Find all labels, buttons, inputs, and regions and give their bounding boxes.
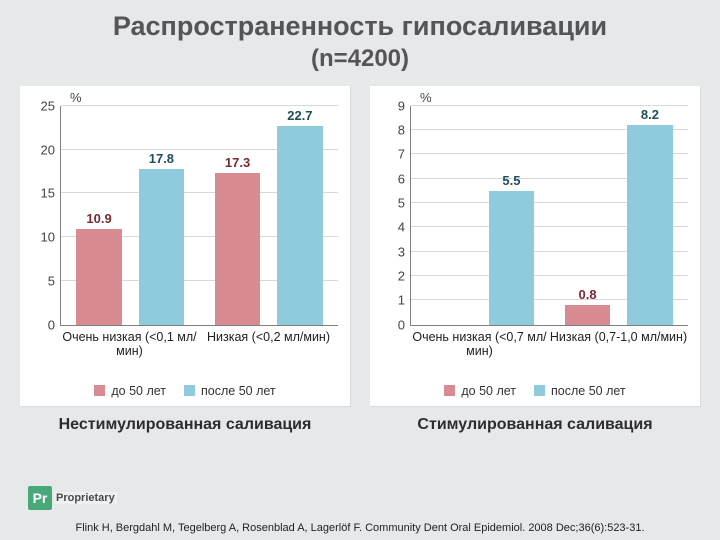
badge-text: Proprietary — [54, 492, 117, 504]
citation: Flink H, Bergdahl M, Tegelberg A, Rosenb… — [0, 522, 720, 534]
y-tick: 2 — [371, 269, 405, 284]
chart-captions: Нестимулированная саливация Стимулированн… — [0, 406, 720, 434]
plot-area: 01234567895.50.88.2 — [410, 106, 688, 326]
bar-value: 10.9 — [76, 211, 122, 226]
plot-area: 051015202510.917.817.322.7 — [60, 106, 338, 326]
bar-value: 0.8 — [565, 287, 611, 302]
legend-item: до 50 лет — [94, 384, 166, 398]
chart-panels: %051015202510.917.817.322.7Очень низкая … — [0, 86, 720, 406]
bar-value: 22.7 — [277, 108, 323, 123]
y-tick: 20 — [21, 142, 55, 157]
y-tick: 1 — [371, 293, 405, 308]
title-line2: (n=4200) — [0, 44, 720, 74]
bar-value: 8.2 — [627, 107, 673, 122]
bar-value: 17.3 — [215, 155, 261, 170]
category-labels: Очень низкая (<0,7 мл/мин)Низкая (0,7-1,… — [410, 330, 688, 364]
y-tick: 7 — [371, 147, 405, 162]
category-label: Очень низкая (<0,7 мл/мин) — [410, 330, 549, 364]
bar: 17.3 — [215, 173, 261, 325]
y-tick: 5 — [371, 196, 405, 211]
legend: до 50 лет после 50 лет — [370, 384, 700, 398]
category-label: Низкая (0,7-1,0 мл/мин) — [549, 330, 688, 364]
y-tick: 10 — [21, 230, 55, 245]
legend-item: после 50 лет — [184, 384, 276, 398]
y-tick: 25 — [21, 98, 55, 113]
bar-value: 17.8 — [139, 151, 185, 166]
badge-mark: Pr — [28, 486, 52, 510]
panel-caption: Нестимулированная саливация — [20, 416, 350, 434]
legend-swatch — [444, 385, 455, 396]
y-tick: 8 — [371, 123, 405, 138]
y-tick: 0 — [371, 317, 405, 332]
bar: 22.7 — [277, 126, 323, 325]
bar: 0.8 — [565, 305, 611, 324]
proprietary-badge: Pr Proprietary — [28, 486, 117, 510]
legend-swatch — [184, 385, 195, 396]
legend-item: до 50 лет — [444, 384, 516, 398]
gridline — [61, 105, 338, 106]
y-unit: % — [70, 90, 82, 105]
legend-swatch — [94, 385, 105, 396]
y-tick: 4 — [371, 220, 405, 235]
bar: 10.9 — [76, 229, 122, 324]
bar-value: 5.5 — [489, 173, 535, 188]
y-tick: 15 — [21, 186, 55, 201]
y-tick: 9 — [371, 98, 405, 113]
legend-item: после 50 лет — [534, 384, 626, 398]
slide-title: Распространенность гипосаливации (n=4200… — [0, 0, 720, 74]
legend-label: до 50 лет — [111, 384, 166, 398]
y-unit: % — [420, 90, 432, 105]
legend-swatch — [534, 385, 545, 396]
category-labels: Очень низкая (<0,1 мл/мин)Низкая (<0,2 м… — [60, 330, 338, 364]
legend-label: после 50 лет — [551, 384, 626, 398]
category-label: Низкая (<0,2 мл/мин) — [199, 330, 338, 364]
y-tick: 3 — [371, 244, 405, 259]
title-line1: Распространенность гипосаливации — [0, 10, 720, 44]
chart-panel-0: % 0 5 10 15 20 25 10.9 17.8 17.3 22.7 Очень низкая … — [20, 86, 350, 406]
bar: 17.8 — [139, 169, 185, 325]
category-label: Очень низкая (<0,1 мл/мин) — [60, 330, 199, 364]
bar: 8.2 — [627, 125, 673, 325]
panel-caption: Стимулированная саливация — [370, 416, 700, 434]
chart-panel-1: % 0 1 2 3 4 5 6 7 8 9 5.5 0.8 8.2 Очень низкая (<0,7 м… — [370, 86, 700, 406]
y-tick: 6 — [371, 171, 405, 186]
y-tick: 5 — [21, 273, 55, 288]
legend: до 50 лет после 50 лет — [20, 384, 350, 398]
bar: 5.5 — [489, 191, 535, 325]
legend-label: до 50 лет — [461, 384, 516, 398]
legend-label: после 50 лет — [201, 384, 276, 398]
gridline — [411, 105, 688, 106]
y-tick: 0 — [21, 317, 55, 332]
